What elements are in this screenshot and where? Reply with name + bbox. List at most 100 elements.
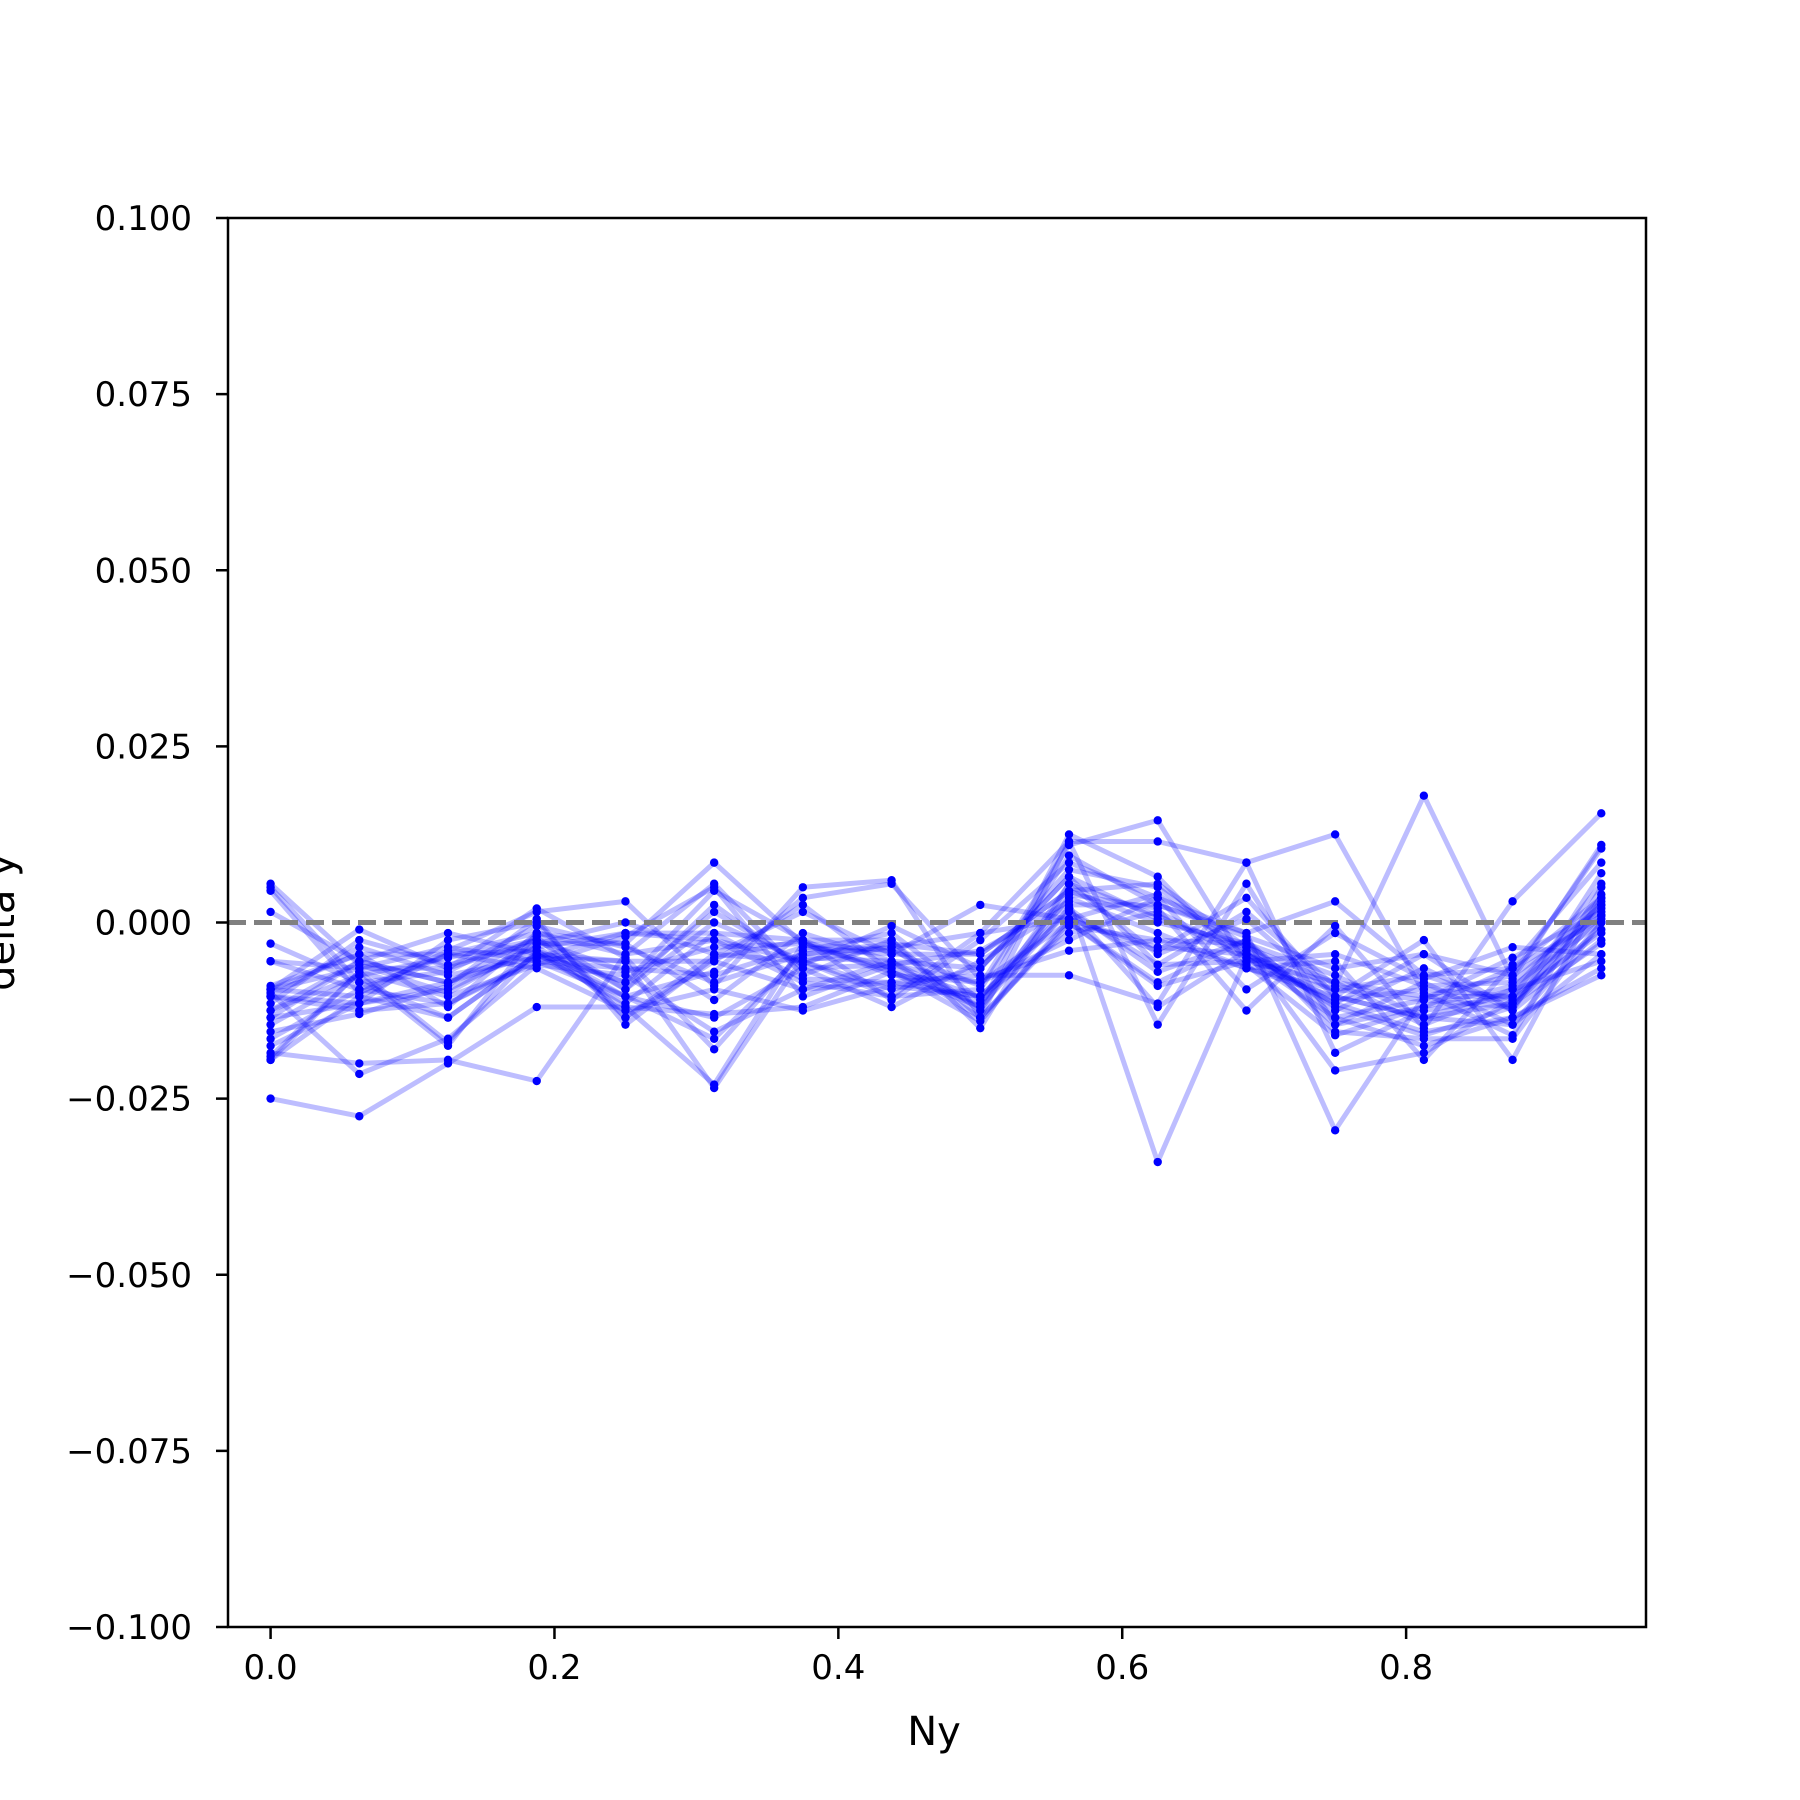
data-point-s22-3	[443, 999, 453, 1008]
x-tick-label-1: 0.2	[527, 1648, 581, 1688]
data-point-s13-6	[709, 1083, 719, 1093]
data-point-s26-1	[266, 957, 275, 966]
data-point-s25-7	[798, 964, 808, 973]
data-point-s7-12	[1242, 985, 1251, 994]
series-line-4	[268, 831, 1604, 1038]
series-line-9	[270, 871, 1604, 1084]
data-point-s9-1	[266, 1048, 275, 1058]
data-point-s12-3	[443, 935, 453, 945]
data-point-s23-3	[443, 967, 453, 977]
data-point-s13-10	[1064, 830, 1074, 839]
series-line-16	[269, 860, 1604, 1056]
data-point-s21-14	[1419, 985, 1429, 994]
data-point-s13-14	[1419, 1055, 1429, 1065]
series-line-3	[268, 891, 1603, 1087]
data-point-s28-10	[1064, 921, 1074, 931]
series-line-18	[269, 905, 1603, 1062]
data-point-s25-5	[621, 992, 630, 1001]
data-point-s7-1	[266, 1027, 275, 1036]
data-point-s29-1	[266, 1055, 275, 1065]
data-point-s27-12	[1242, 932, 1251, 941]
data-point-s22-10	[1064, 893, 1074, 903]
data-point-s4-13	[1330, 830, 1340, 839]
data-point-s1-2	[355, 1112, 364, 1121]
data-point-s8-8	[887, 928, 896, 938]
data-point-s26-11	[1153, 879, 1162, 888]
data-point-s5-11	[1153, 1157, 1162, 1167]
data-point-s16-11	[1153, 999, 1162, 1008]
data-point-s22-1	[266, 992, 275, 1001]
data-point-s22-15	[1508, 953, 1517, 962]
data-point-s23-2	[355, 978, 364, 987]
y-tick-label-7: 0.075	[95, 375, 192, 415]
data-point-s17-15	[1508, 1006, 1517, 1015]
y-tick-label-4: 0.000	[95, 904, 192, 944]
series-line-24	[269, 909, 1603, 1035]
data-point-s28-1	[266, 1041, 275, 1050]
data-point-s10-8	[887, 879, 896, 888]
data-point-s18-13	[1330, 1013, 1340, 1022]
series-line-6	[269, 793, 1604, 1013]
data-point-s19-15	[1508, 978, 1517, 987]
data-point-s22-9	[976, 999, 985, 1008]
series-line-5	[268, 884, 1604, 1165]
data-point-s24-6	[709, 957, 719, 966]
data-point-s21-5	[621, 985, 630, 994]
y-tick-label-2: −0.050	[66, 1256, 192, 1296]
data-point-s29-6	[709, 1027, 719, 1036]
data-point-s14-6	[709, 900, 719, 910]
data-point-s27-16	[1597, 844, 1606, 853]
data-point-s30-2	[355, 950, 364, 959]
data-point-s9-2	[355, 1059, 364, 1068]
axes: 0.0 0.2 0.4 0.6 0.8 −0.100 −0.075 −0.050 −0.025 0…	[66, 199, 1648, 1688]
x-axis-label: Ny	[907, 1709, 961, 1755]
data-point-s9-6	[709, 879, 719, 888]
data-point-s28-14	[1419, 1013, 1429, 1022]
data-point-s23-15	[1508, 999, 1517, 1008]
data-point-s24-13	[1330, 999, 1340, 1008]
data-point-s18-14	[1419, 1041, 1429, 1050]
data-point-s27-6	[709, 950, 719, 959]
plot-content	[228, 791, 1646, 1167]
data-point-s26-10	[1064, 886, 1074, 895]
y-tick-label-3: −0.025	[66, 1080, 192, 1120]
data-point-s29-8	[887, 957, 896, 966]
data-point-s21-6	[709, 918, 719, 927]
data-point-s25-3	[443, 1013, 453, 1022]
data-point-s8-4	[532, 904, 541, 913]
series-line-23	[268, 881, 1604, 1021]
data-point-s7-9	[976, 935, 985, 945]
data-point-s10-10	[1064, 946, 1074, 955]
data-point-s25-9	[976, 978, 985, 987]
data-point-s3-14	[1419, 1048, 1429, 1058]
data-point-s7-5	[621, 1020, 630, 1029]
data-point-s25-11	[1153, 978, 1162, 987]
data-point-s23-11	[1153, 950, 1162, 959]
data-point-s5-2	[355, 1069, 364, 1079]
data-point-s5-7	[798, 992, 808, 1001]
data-point-s28-4	[532, 950, 541, 959]
data-point-s18-5	[621, 1006, 630, 1015]
y-tick-label-6: 0.050	[95, 551, 192, 591]
data-point-s28-13	[1330, 992, 1340, 1001]
data-point-s28-3	[443, 978, 453, 987]
data-point-s19-13	[1330, 950, 1340, 959]
data-point-s24-11	[1153, 907, 1162, 917]
series-line-14	[269, 902, 1603, 1133]
data-point-s22-11	[1153, 928, 1162, 938]
data-point-s28-5	[621, 999, 630, 1008]
data-point-s30-4	[532, 928, 541, 938]
data-point-s6-12	[1242, 907, 1251, 917]
data-point-s23-9	[976, 1006, 985, 1015]
data-point-s12-15	[1508, 1055, 1517, 1065]
data-point-s28-2	[355, 999, 364, 1008]
plot-area	[228, 791, 1646, 1167]
data-point-s20-11	[1153, 893, 1162, 903]
series-line-17	[270, 888, 1603, 1042]
data-point-s24-10	[1064, 928, 1074, 938]
data-point-s9-9	[976, 1023, 985, 1033]
y-tick-label-1: −0.075	[66, 1432, 192, 1472]
data-point-s25-15	[1508, 1034, 1517, 1043]
data-point-s26-14	[1419, 992, 1429, 1001]
